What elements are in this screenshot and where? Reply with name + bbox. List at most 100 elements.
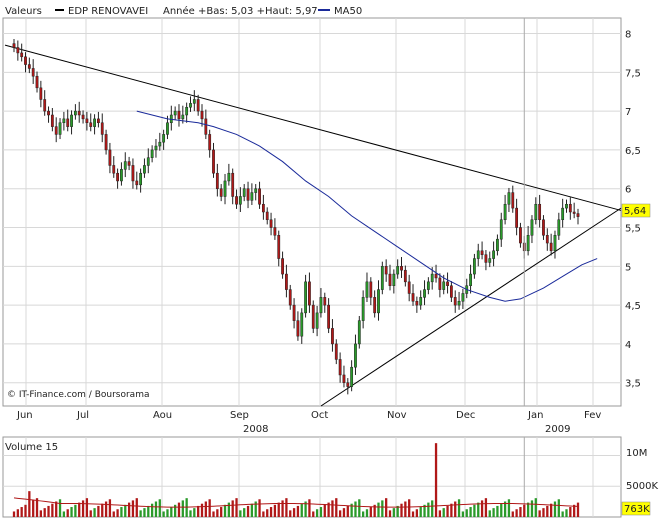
candlestick-series xyxy=(12,38,580,395)
candle xyxy=(304,281,307,314)
candle xyxy=(200,110,204,120)
candle xyxy=(181,114,185,120)
candle xyxy=(58,122,62,135)
candle xyxy=(365,281,369,298)
volume-bar xyxy=(101,503,104,517)
volume-bar xyxy=(477,502,480,517)
volume-bar xyxy=(43,508,46,517)
candle xyxy=(208,134,212,151)
volume-bar xyxy=(108,499,112,517)
volume-bar xyxy=(565,509,568,517)
volume-grid xyxy=(3,437,621,517)
candle xyxy=(246,188,250,201)
volume-bar xyxy=(392,508,395,517)
volume-bar xyxy=(431,500,434,517)
candle xyxy=(265,211,269,221)
volume-bar xyxy=(55,501,58,517)
x-tick-label: Jan xyxy=(527,410,543,421)
volume-bar xyxy=(281,500,284,517)
volume-bar xyxy=(158,499,161,517)
candle xyxy=(519,227,522,244)
candle xyxy=(507,192,511,205)
volume-bar xyxy=(511,511,514,517)
candle xyxy=(81,114,85,120)
candle xyxy=(526,235,530,252)
y-tick-label: 7,5 xyxy=(625,68,641,79)
volume-bar xyxy=(503,501,507,517)
candle xyxy=(242,188,246,197)
volume-bar xyxy=(85,498,89,517)
volume-bar xyxy=(461,511,465,517)
x-tick-label: Nov xyxy=(387,410,407,421)
volume-bar xyxy=(189,510,192,517)
x-tick-label: Jun xyxy=(16,410,33,421)
year-label-2009: 2009 xyxy=(545,424,570,435)
stats-text: Année +Bas: 5,03 +Haut: 5,97 xyxy=(163,5,318,17)
y-axis-prices: 8 7,5 7 6,5 6 5,5 5 4,5 4 3,5 xyxy=(625,30,641,390)
candle xyxy=(35,75,39,89)
year-label-2008: 2008 xyxy=(243,424,268,435)
volume-bar xyxy=(346,505,349,517)
y-tick-label: 8 xyxy=(625,30,631,41)
candle xyxy=(150,149,154,158)
candle xyxy=(561,207,565,221)
candle xyxy=(112,165,116,174)
volume-bar xyxy=(369,507,372,517)
candle xyxy=(173,110,177,116)
volume-bar xyxy=(20,507,23,517)
candle xyxy=(62,118,66,124)
x-tick-label: Jul xyxy=(76,410,89,421)
volume-bar xyxy=(239,510,242,517)
candle xyxy=(380,266,384,290)
candle xyxy=(449,285,453,298)
volume-bar xyxy=(557,499,560,517)
volume-bar xyxy=(16,509,19,517)
volume-bar xyxy=(166,509,169,517)
volume-bar xyxy=(127,502,131,517)
volume-bar xyxy=(170,507,173,517)
y-tick-label: 4,5 xyxy=(625,301,641,312)
volume-bar xyxy=(415,509,419,517)
volume-bar xyxy=(365,509,369,517)
candle xyxy=(373,297,377,314)
candle xyxy=(277,235,281,259)
volume-bar xyxy=(354,501,357,517)
candle xyxy=(334,343,338,360)
x-tick-label: Fev xyxy=(584,410,601,421)
volume-bar xyxy=(319,507,323,517)
candle xyxy=(223,180,227,197)
volume-bar xyxy=(569,507,572,517)
trend-lines xyxy=(4,44,622,407)
volume-bar xyxy=(396,505,399,517)
volume-bar xyxy=(285,498,288,517)
candle xyxy=(311,304,315,329)
volume-bar xyxy=(469,507,472,517)
last-price-label: 5,64 xyxy=(624,206,646,217)
volume-bar xyxy=(208,499,211,517)
volume-bar xyxy=(246,505,250,517)
candle xyxy=(204,118,208,135)
candle xyxy=(434,273,438,279)
volume-bar xyxy=(496,505,499,517)
candle xyxy=(499,219,503,240)
ma50-label: MA50 xyxy=(334,6,362,17)
candle xyxy=(231,172,235,197)
candle xyxy=(530,219,534,236)
price-panel xyxy=(2,17,622,407)
volume-bar xyxy=(546,505,549,517)
candle xyxy=(212,149,215,174)
candle xyxy=(346,382,350,387)
candle xyxy=(342,374,346,383)
candle xyxy=(177,110,181,120)
volume-bar xyxy=(434,443,438,517)
candle xyxy=(392,273,396,286)
volume-bar xyxy=(32,500,35,517)
candle xyxy=(123,161,127,170)
y-tick-label: 6,5 xyxy=(625,146,641,157)
candle xyxy=(143,165,146,174)
candle xyxy=(39,87,43,100)
volume-bar xyxy=(523,504,526,517)
volume-bar xyxy=(442,508,445,517)
candle xyxy=(258,188,261,205)
candle xyxy=(565,203,568,209)
